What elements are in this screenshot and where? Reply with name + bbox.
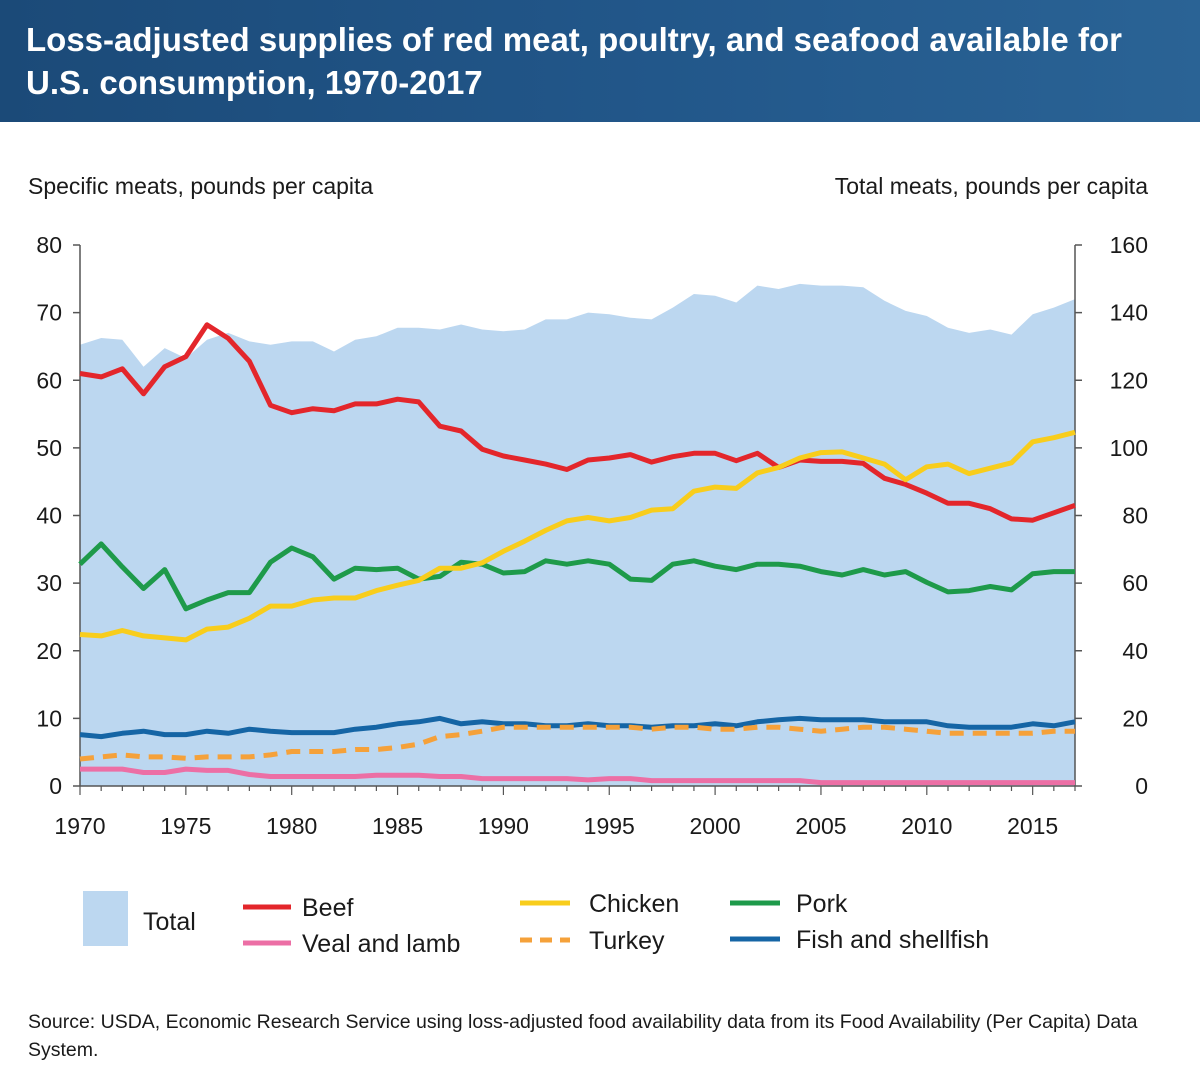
x-tick-label: 1970	[54, 813, 105, 839]
y-tick-label: 70	[36, 300, 62, 326]
line-chart: 0 10 20 30 40 50 60 70 80 0 20 40 60 80 100 120 140 160 19…	[28, 173, 1148, 958]
y2-tick-label: 160	[1110, 232, 1148, 258]
legend-label-total: Total	[143, 908, 196, 936]
legend-swatch-total	[83, 891, 128, 946]
series-fish-line	[79, 715, 1076, 740]
chart-title: Loss-adjusted supplies of red meat, poul…	[26, 21, 1122, 101]
legend-label-fish: Fish and shellfish	[796, 926, 989, 954]
series-veal-line	[80, 766, 1075, 786]
y-tick-label: 10	[36, 705, 62, 731]
legend-label-pork: Pork	[796, 890, 848, 918]
x-tick-label: 1980	[266, 813, 317, 839]
y2-tick-label: 80	[1122, 503, 1148, 529]
y2-tick-label: 140	[1110, 300, 1148, 326]
series-pork-line	[78, 541, 1075, 612]
series-turkey-line	[79, 724, 1075, 762]
y2-tick-label: 120	[1110, 367, 1148, 393]
legend-label-beef: Beef	[302, 894, 353, 922]
x-tick-label: 1990	[478, 813, 529, 839]
y-tick-label: 80	[36, 232, 62, 258]
y2-tick-label: 40	[1122, 638, 1148, 664]
source-note: Source: USDA, Economic Research Service …	[28, 1011, 1138, 1061]
series-total-area	[80, 283, 1075, 786]
x-tick-label: 1975	[160, 813, 211, 839]
y-axis-title: Specific meats, pounds per capita	[28, 173, 373, 199]
y-tick-label: 30	[36, 570, 62, 596]
x-tick-label: 2000	[690, 813, 741, 839]
y-tick-label: 50	[36, 435, 62, 461]
x-tick-label: 2015	[1007, 813, 1058, 839]
legend-label-veal: Veal and lamb	[302, 930, 460, 958]
y-tick-label: 0	[49, 773, 62, 799]
y-tick-label: 40	[36, 503, 62, 529]
x-tick-label: 2005	[795, 813, 846, 839]
title-banner: Loss-adjusted supplies of red meat, poul…	[0, 0, 1200, 122]
y-tick-label: 20	[36, 638, 62, 664]
series-beef-line	[79, 322, 1076, 523]
y2-tick-label: 20	[1122, 705, 1148, 731]
legend-label-turkey: Turkey	[589, 927, 665, 955]
x-tick-label: 2010	[901, 813, 952, 839]
x-tick-label: 1995	[584, 813, 635, 839]
y2-tick-label: 100	[1110, 435, 1148, 461]
y2-axis-title: Total meats, pounds per capita	[835, 173, 1148, 199]
y2-tick-label: 60	[1122, 570, 1148, 596]
legend-label-chicken: Chicken	[589, 890, 679, 918]
series-chicken-line	[79, 429, 1076, 643]
y2-tick-label: 0	[1135, 773, 1148, 799]
x-tick-label: 1985	[372, 813, 423, 839]
y-tick-label: 60	[36, 367, 62, 393]
